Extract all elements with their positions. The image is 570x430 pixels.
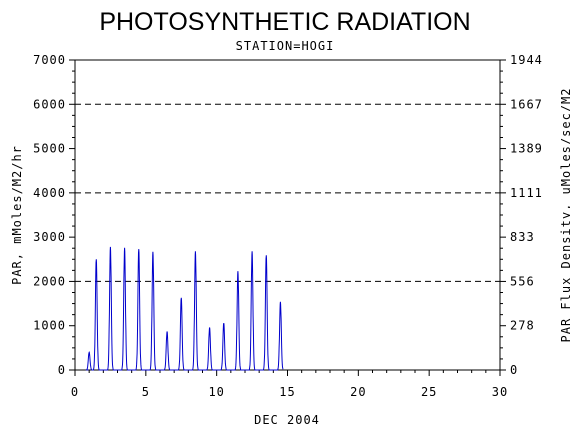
y-tick-label-left: 7000 xyxy=(33,53,66,67)
x-tick-label: 25 xyxy=(421,385,437,399)
y-tick-label-left: 0 xyxy=(58,363,66,377)
plot-frame xyxy=(74,59,501,371)
y-tick-label-left: 2000 xyxy=(33,274,66,288)
y-tick-label-right: 0 xyxy=(510,363,518,377)
x-tick-label: 5 xyxy=(142,385,150,399)
y-tick-label-left: 5000 xyxy=(33,142,66,156)
y-tick-label-right: 1111 xyxy=(510,186,543,200)
par-series-line xyxy=(85,246,284,371)
chart-subtitle: STATION=HOGI xyxy=(236,39,335,53)
y-tick-label-left: 4000 xyxy=(33,186,66,200)
y-tick-label-left: 6000 xyxy=(33,97,66,111)
y-tick-label-left: 3000 xyxy=(33,230,66,244)
x-tick-label: 0 xyxy=(71,385,79,399)
y-tick-label-right: 833 xyxy=(510,230,535,244)
x-tick-label: 15 xyxy=(279,385,295,399)
y-tick-label-right: 1667 xyxy=(510,97,543,111)
y-tick-label-right: 556 xyxy=(510,274,535,288)
x-axis: 0 5 10 15 20 25 30 xyxy=(71,370,508,399)
x-tick-label: 10 xyxy=(208,385,224,399)
grid-lines xyxy=(75,103,500,282)
x-tick-label: 30 xyxy=(492,385,508,399)
x-tick-label: 20 xyxy=(350,385,366,399)
y-axis-label-left: PAR, mMoles/M2/hr xyxy=(10,145,24,285)
y-axis-right: 0 278 556 833 1111 1389 1667 1944 xyxy=(500,53,543,377)
y-tick-label-right: 1389 xyxy=(510,142,543,156)
x-axis-label: DEC 2004 xyxy=(254,413,320,427)
y-axis-left: 0 1000 2000 3000 4000 5000 6000 7000 xyxy=(33,53,75,377)
y-tick-label-left: 1000 xyxy=(33,319,66,333)
chart-title: PHOTOSYNTHETIC RADIATION xyxy=(99,8,470,36)
y-axis-label-right: PAR Flux Density, uMoles/sec/M2 xyxy=(559,88,570,343)
y-tick-label-right: 278 xyxy=(510,319,535,333)
y-tick-label-right: 1944 xyxy=(510,53,543,67)
